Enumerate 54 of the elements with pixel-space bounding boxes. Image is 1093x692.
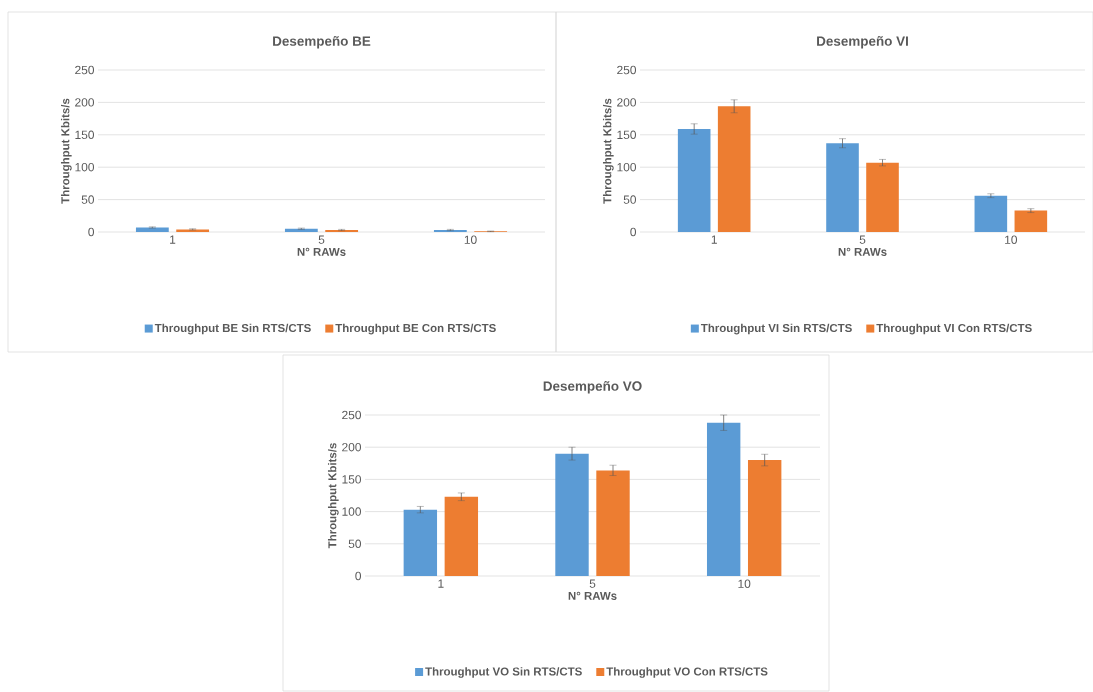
- y-tick-label: 200: [617, 98, 637, 107]
- y-tick-label: 50: [623, 195, 637, 204]
- x-tick-label: 5: [318, 235, 325, 244]
- x-tick-label: 5: [589, 579, 596, 588]
- bar: [403, 509, 438, 576]
- y-axis-title: Throughput Kbits/s: [60, 98, 72, 204]
- bar: [747, 460, 782, 576]
- y-axis-title: Throughput Kbits/s: [327, 443, 339, 549]
- bar: [974, 195, 1008, 232]
- chart-title: Desempeño VI: [817, 36, 908, 49]
- x-tick-label: 5: [859, 235, 866, 244]
- chart-title: Desempeño VO: [543, 381, 642, 394]
- x-tick-label: 1: [438, 579, 444, 588]
- y-tick-label: 150: [75, 130, 95, 140]
- bar: [717, 106, 751, 232]
- legend-label: Throughput VI Con RTS/CTS: [876, 323, 1032, 335]
- y-tick-label: 0: [630, 227, 637, 237]
- x-tick-label: 1: [711, 235, 717, 244]
- legend-label: Throughput BE Sin RTS/CTS: [154, 323, 311, 335]
- y-tick-label: 200: [342, 442, 362, 452]
- y-tick-label: 50: [348, 539, 362, 549]
- y-tick-label: 100: [75, 162, 95, 172]
- legend-label: Throughput VO Con RTS/CTS: [606, 667, 768, 678]
- legend-label: Throughput VI Sin RTS/CTS: [700, 323, 852, 335]
- bar: [444, 496, 479, 576]
- bar: [596, 470, 630, 576]
- bar: [826, 143, 859, 232]
- legend-label: Throughput BE Con RTS/CTS: [335, 323, 496, 335]
- y-tick-label: 250: [342, 410, 362, 420]
- y-tick-label: 200: [75, 98, 95, 107]
- bar: [866, 162, 899, 232]
- y-tick-label: 0: [355, 571, 362, 581]
- x-axis-title: N° RAWs: [297, 247, 346, 256]
- x-axis-title: N° RAWs: [568, 591, 617, 600]
- bar: [706, 422, 741, 576]
- y-tick-label: 150: [342, 475, 362, 484]
- bar: [677, 128, 711, 232]
- bar: [1014, 210, 1048, 232]
- x-tick-label: 10: [738, 579, 751, 588]
- y-tick-label: 150: [617, 130, 637, 140]
- y-axis-title: Throughput Kbits/s: [602, 98, 614, 204]
- y-tick-label: 0: [88, 227, 95, 237]
- y-tick-label: 250: [75, 65, 95, 75]
- y-tick-label: 50: [81, 195, 95, 204]
- y-tick-label: 100: [617, 162, 637, 172]
- x-tick-label: 10: [464, 235, 477, 244]
- bar: [555, 453, 589, 576]
- chart-title: Desempeño BE: [273, 36, 371, 49]
- y-tick-label: 100: [342, 507, 362, 516]
- x-tick-label: 1: [170, 235, 176, 244]
- x-tick-label: 10: [1005, 235, 1018, 244]
- legend-label: Throughput VO Sin RTS/CTS: [425, 667, 582, 678]
- x-axis-title: N° RAWs: [838, 247, 887, 256]
- y-tick-label: 250: [617, 65, 637, 75]
